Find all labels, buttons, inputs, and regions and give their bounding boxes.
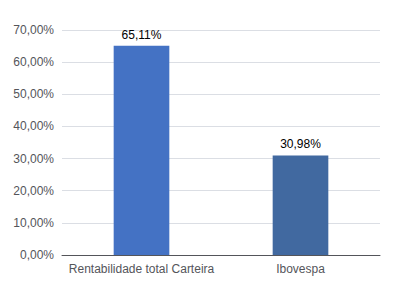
svg-text:50,00%: 50,00% bbox=[13, 87, 54, 101]
svg-text:Rentabilidade total Carteira: Rentabilidade total Carteira bbox=[69, 262, 215, 276]
svg-text:40,00%: 40,00% bbox=[13, 119, 54, 133]
svg-text:30,00%: 30,00% bbox=[13, 152, 54, 166]
svg-text:Ibovespa: Ibovespa bbox=[276, 262, 325, 276]
svg-text:60,00%: 60,00% bbox=[13, 55, 54, 69]
svg-text:10,00%: 10,00% bbox=[13, 216, 54, 230]
svg-text:70,00%: 70,00% bbox=[13, 23, 54, 37]
svg-text:20,00%: 20,00% bbox=[13, 184, 54, 198]
svg-text:0,00%: 0,00% bbox=[20, 248, 54, 262]
svg-text:65,11%: 65,11% bbox=[122, 28, 162, 42]
svg-text:30,98%: 30,98% bbox=[280, 137, 321, 151]
